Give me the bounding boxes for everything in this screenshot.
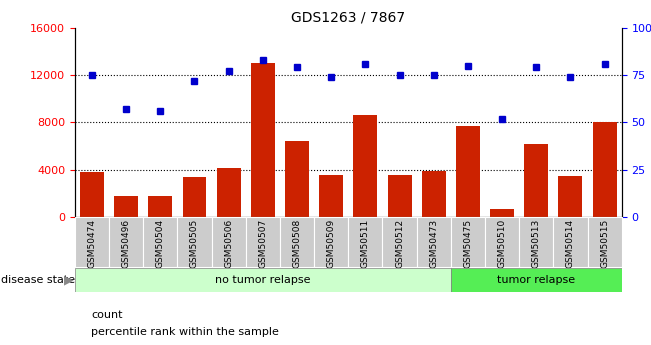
Bar [456,126,480,217]
Bar [217,168,241,217]
Bar [75,268,450,292]
Bar [450,217,485,267]
Bar [75,217,109,267]
Text: count: count [91,310,122,319]
Bar [182,177,206,217]
Bar [382,217,417,267]
Bar [417,217,450,267]
Bar [251,63,275,217]
Text: GSM50514: GSM50514 [566,219,575,268]
Text: tumor relapse: tumor relapse [497,275,575,285]
Text: GSM50496: GSM50496 [122,219,131,268]
Bar [80,172,104,217]
Text: GSM50475: GSM50475 [464,219,473,268]
Bar [148,196,173,217]
Text: no tumor relapse: no tumor relapse [215,275,311,285]
Bar [143,217,177,267]
Text: GSM50505: GSM50505 [190,219,199,268]
Text: GSM50508: GSM50508 [292,219,301,268]
Text: disease state: disease state [1,275,76,285]
Text: GSM50506: GSM50506 [224,219,233,268]
Text: GSM50510: GSM50510 [497,219,506,268]
Bar [212,217,246,267]
Text: GSM50512: GSM50512 [395,219,404,268]
Bar [485,217,519,267]
Bar [246,217,280,267]
Text: GSM50504: GSM50504 [156,219,165,268]
Bar [114,196,138,217]
Text: GSM50511: GSM50511 [361,219,370,268]
Bar [109,217,143,267]
Text: GSM50473: GSM50473 [429,219,438,268]
Text: GSM50509: GSM50509 [327,219,336,268]
Bar [353,115,378,217]
Text: GSM50515: GSM50515 [600,219,609,268]
Text: GDS1263 / 7867: GDS1263 / 7867 [291,10,406,24]
Bar [450,268,622,292]
Bar [559,176,583,217]
Bar [177,217,212,267]
Text: GSM50513: GSM50513 [532,219,541,268]
Text: ▶: ▶ [64,274,74,287]
Text: GSM50474: GSM50474 [87,219,96,268]
Bar [490,209,514,217]
Bar [319,175,343,217]
Text: GSM50507: GSM50507 [258,219,268,268]
Bar [422,171,446,217]
Bar [519,217,553,267]
Bar [348,217,382,267]
Bar [387,175,411,217]
Bar [553,217,587,267]
Bar [524,144,548,217]
Bar [280,217,314,267]
Text: percentile rank within the sample: percentile rank within the sample [91,327,279,337]
Bar [592,122,616,217]
Bar [587,217,622,267]
Bar [314,217,348,267]
Bar [285,141,309,217]
